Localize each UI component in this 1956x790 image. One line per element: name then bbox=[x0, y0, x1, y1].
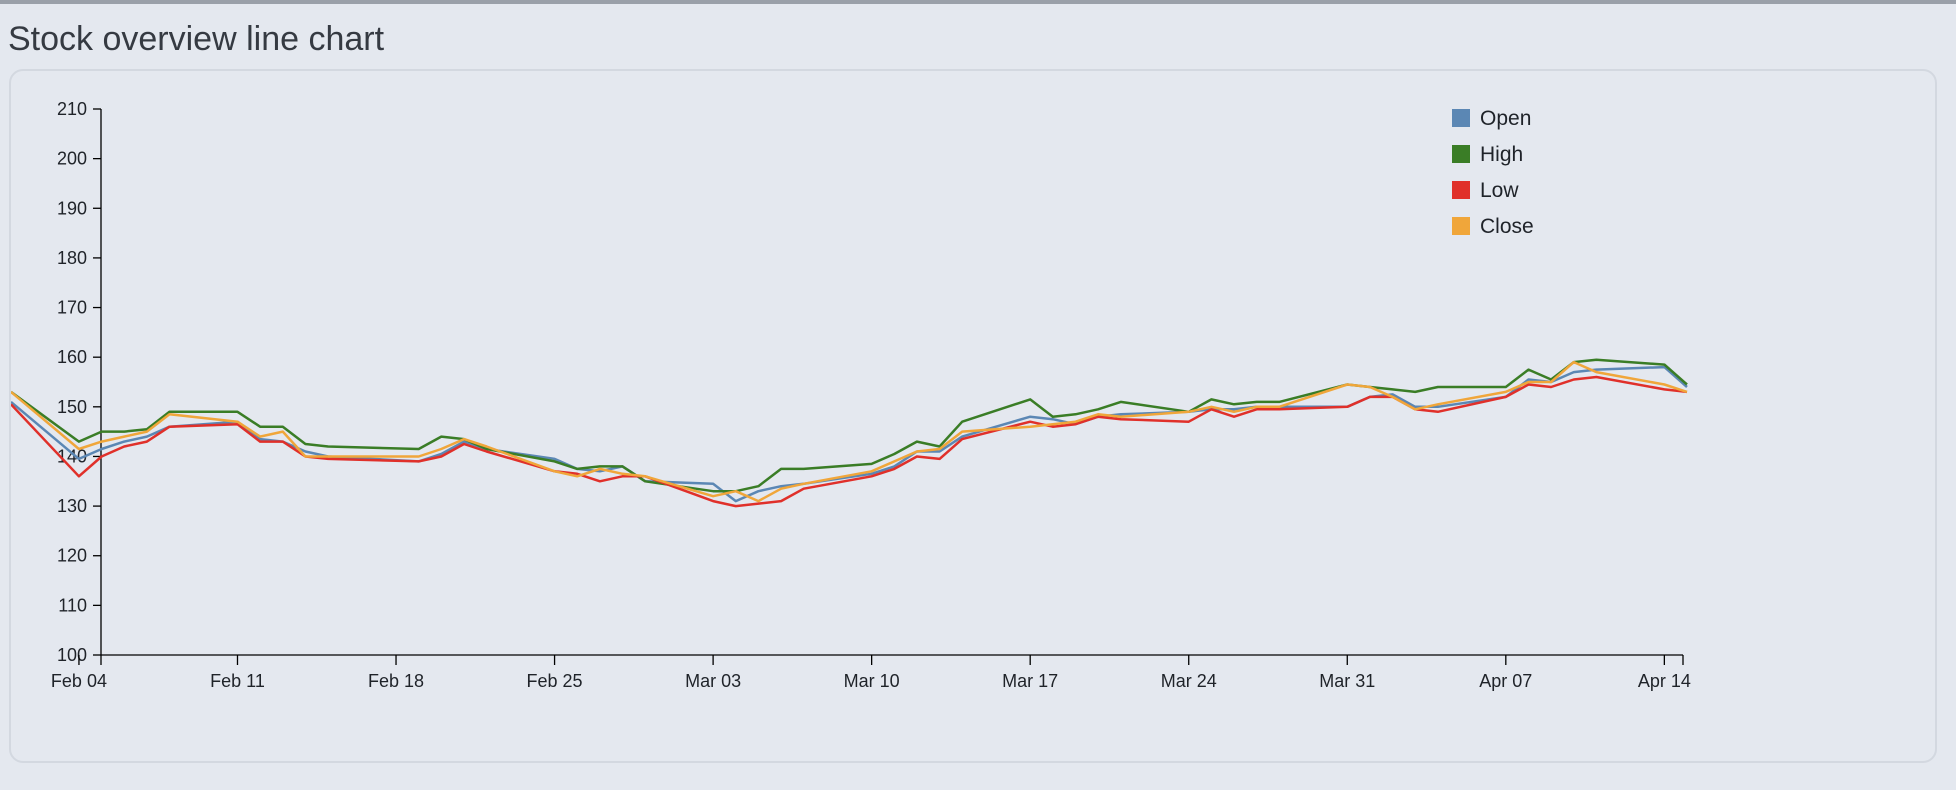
x-tick-label: Mar 03 bbox=[685, 671, 741, 691]
legend-label: High bbox=[1480, 143, 1523, 166]
y-tick-label: 110 bbox=[58, 595, 87, 615]
y-tick-label: 180 bbox=[57, 248, 87, 268]
x-tick-label: Feb 11 bbox=[210, 671, 265, 691]
legend-item-close[interactable]: Close bbox=[1452, 215, 1534, 238]
x-tick-label: Mar 31 bbox=[1319, 671, 1375, 691]
legend-swatch bbox=[1452, 217, 1470, 235]
legend-label: Open bbox=[1480, 107, 1531, 130]
legend[interactable]: Open High Low Close bbox=[1452, 107, 1534, 238]
series-layer bbox=[11, 358, 1688, 508]
x-tick-label: Feb 18 bbox=[368, 671, 424, 691]
x-tick-label: Mar 24 bbox=[1161, 671, 1217, 691]
legend-swatch bbox=[1452, 181, 1470, 199]
y-tick-label: 100 bbox=[57, 645, 87, 665]
x-axis: Feb 04 Feb 11 Feb 18 Feb 25 Mar 03 Mar 10 Mar … bbox=[51, 654, 1691, 691]
x-tick-label: Mar 10 bbox=[844, 671, 900, 691]
legend-swatch bbox=[1452, 145, 1470, 163]
y-tick-label: 190 bbox=[57, 198, 87, 218]
x-tick-label: Mar 17 bbox=[1002, 671, 1058, 691]
legend-item-low[interactable]: Low bbox=[1452, 179, 1519, 202]
legend-label: Low bbox=[1480, 179, 1519, 202]
x-tick-label: Feb 04 bbox=[51, 671, 107, 691]
top-border-bar bbox=[0, 0, 1956, 4]
legend-label: Close bbox=[1480, 215, 1534, 238]
y-tick-label: 130 bbox=[57, 496, 87, 516]
series-line-high[interactable] bbox=[11, 358, 1688, 493]
y-tick-label: 170 bbox=[57, 298, 87, 318]
y-tick-label: 200 bbox=[57, 149, 87, 169]
series-line-low[interactable] bbox=[11, 375, 1688, 508]
y-tick-label: 210 bbox=[57, 99, 87, 119]
y-tick-label: 120 bbox=[57, 546, 87, 566]
x-tick-label: Feb 25 bbox=[527, 671, 583, 691]
chart-card: 100 110 120 130 140 150 160 170 180 190 200 210 Feb… bbox=[9, 69, 1937, 763]
y-tick-label: 150 bbox=[57, 397, 87, 417]
y-tick-label: 160 bbox=[57, 347, 87, 367]
legend-item-high[interactable]: High bbox=[1452, 143, 1523, 166]
series-line-open[interactable] bbox=[11, 365, 1688, 503]
legend-swatch bbox=[1452, 109, 1470, 127]
page-title: Stock overview line chart bbox=[8, 20, 385, 58]
series-line-close[interactable] bbox=[11, 360, 1688, 503]
x-tick-label: Apr 14 bbox=[1638, 671, 1691, 691]
legend-item-open[interactable]: Open bbox=[1452, 107, 1531, 130]
x-tick-label: Apr 07 bbox=[1479, 671, 1532, 691]
